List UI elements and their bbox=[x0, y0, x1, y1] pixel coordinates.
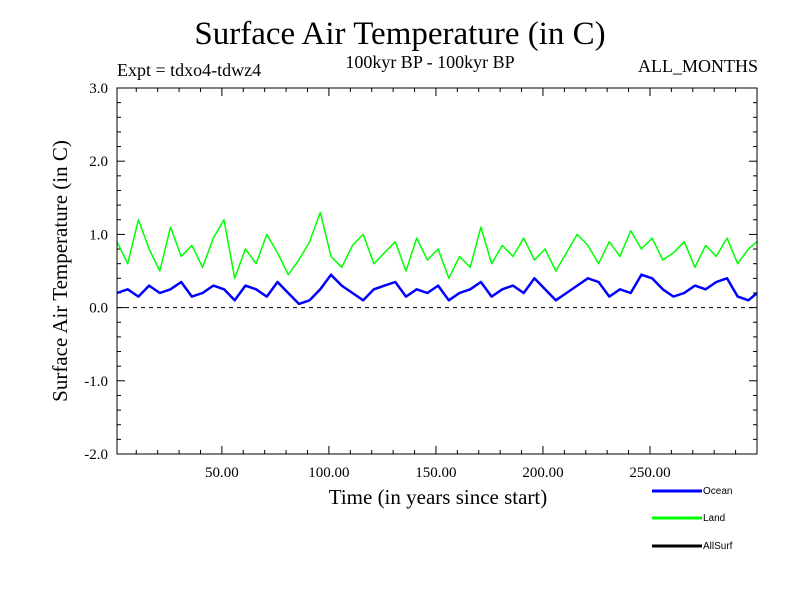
y-tick-label: 3.0 bbox=[89, 81, 108, 97]
y-axis-label: Surface Air Temperature (in C) bbox=[48, 140, 72, 402]
legend-label-land: Land bbox=[703, 513, 725, 524]
legend-label-allsurf: AllSurf bbox=[703, 541, 733, 552]
y-tick-label: 2.0 bbox=[89, 154, 108, 170]
y-tick-label: 0.0 bbox=[89, 301, 108, 317]
x-axis-label: Time (in years since start) bbox=[329, 485, 548, 509]
time-range-label: 100kyr BP - 100kyr BP bbox=[345, 52, 515, 72]
y-tick-label: -1.0 bbox=[84, 374, 108, 390]
y-tick-label: 1.0 bbox=[89, 227, 108, 243]
legend-label-ocean: Ocean bbox=[703, 486, 732, 497]
experiment-label: Expt = tdxo4-tdwz4 bbox=[117, 60, 262, 80]
months-label: ALL_MONTHS bbox=[638, 56, 758, 76]
ocean-series-line bbox=[116, 273, 758, 306]
plot-frame bbox=[116, 87, 758, 455]
land-series-line bbox=[116, 211, 758, 280]
x-tick-label: 150.00 bbox=[415, 465, 456, 481]
chart-title: Surface Air Temperature (in C) bbox=[194, 16, 606, 52]
legend: Ocean Land AllSurf bbox=[652, 486, 733, 552]
y-tick-label: -2.0 bbox=[84, 447, 108, 463]
x-tick-label: 50.00 bbox=[205, 465, 239, 481]
x-tick-label: 100.00 bbox=[308, 465, 349, 481]
x-tick-label: 250.00 bbox=[629, 465, 670, 481]
x-tick-label: 200.00 bbox=[522, 465, 563, 481]
